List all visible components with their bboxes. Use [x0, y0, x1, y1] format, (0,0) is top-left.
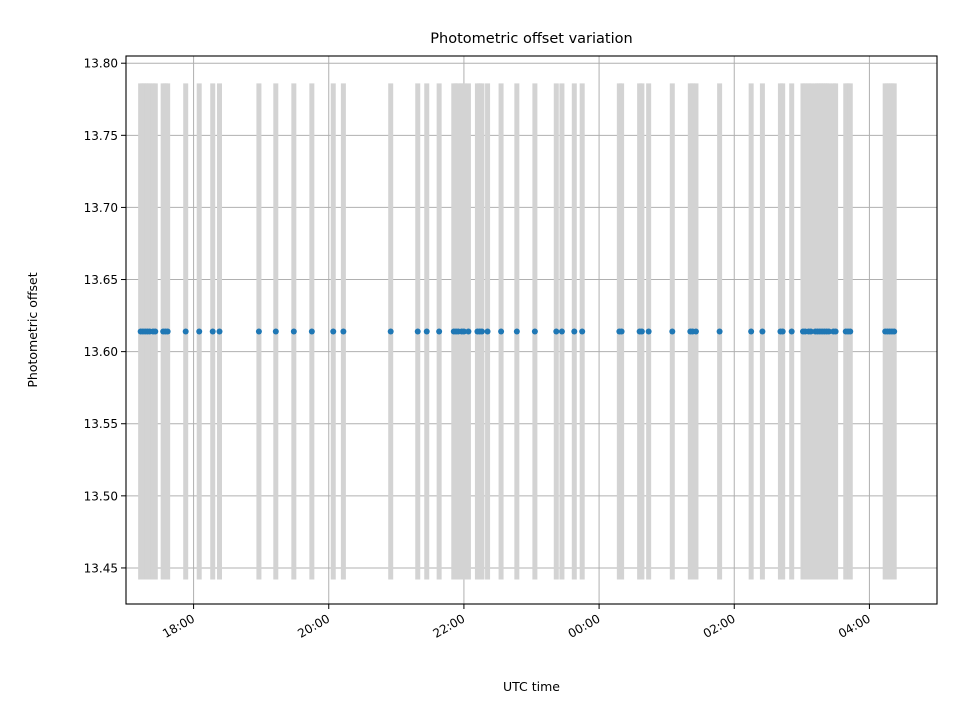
data-point — [340, 328, 347, 335]
plot-frame — [125, 55, 938, 605]
data-point — [692, 328, 699, 335]
data-point — [638, 328, 645, 335]
data-point — [558, 328, 565, 335]
x-tick-label: 22:00 — [430, 611, 467, 640]
data-points — [137, 328, 898, 335]
data-point — [484, 328, 491, 335]
data-point — [779, 328, 786, 335]
y-tick-label: 13.60 — [84, 345, 118, 359]
data-point — [465, 328, 472, 335]
x-axis-label: UTC time — [503, 679, 560, 694]
data-point — [645, 328, 652, 335]
data-point — [669, 328, 676, 335]
y-tick-label: 13.45 — [84, 561, 118, 575]
data-point — [788, 328, 795, 335]
data-point — [436, 328, 443, 335]
data-point — [152, 328, 159, 335]
data-point — [478, 328, 485, 335]
chart-title: Photometric offset variation — [430, 31, 632, 47]
data-point — [216, 328, 223, 335]
x-tick-label: 04:00 — [836, 611, 873, 640]
data-point — [209, 328, 216, 335]
data-point — [423, 328, 430, 335]
x-tick-label: 02:00 — [701, 611, 738, 640]
data-point — [255, 328, 262, 335]
data-point — [272, 328, 279, 335]
y-tick-label: 13.55 — [84, 417, 118, 431]
data-point — [196, 328, 203, 335]
data-point — [164, 328, 171, 335]
x-tick-label: 00:00 — [566, 611, 603, 640]
data-point — [571, 328, 578, 335]
data-point — [807, 328, 814, 335]
x-tick-label: 20:00 — [295, 611, 332, 640]
data-point — [847, 328, 854, 335]
x-tick-label: 18:00 — [160, 611, 197, 640]
y-tick-label: 13.65 — [84, 273, 118, 287]
data-point — [825, 328, 832, 335]
data-point — [330, 328, 337, 335]
data-point — [748, 328, 755, 335]
data-point — [182, 328, 189, 335]
data-point — [387, 328, 394, 335]
data-point — [759, 328, 766, 335]
data-point — [618, 328, 625, 335]
data-point — [460, 328, 467, 335]
data-point — [290, 328, 297, 335]
data-point — [308, 328, 315, 335]
y-tick-label: 13.80 — [84, 57, 118, 71]
y-tick-label: 13.75 — [84, 129, 118, 143]
data-point — [513, 328, 520, 335]
y-tick-label: 13.70 — [84, 201, 118, 215]
data-point — [832, 328, 839, 335]
data-point — [498, 328, 505, 335]
data-point — [553, 328, 560, 335]
y-tick-label: 13.50 — [84, 489, 118, 503]
data-point — [531, 328, 538, 335]
data-point — [414, 328, 421, 335]
y-axis-label: Photometric offset — [25, 272, 40, 387]
data-point — [891, 328, 898, 335]
data-point — [716, 328, 723, 335]
data-point — [579, 328, 586, 335]
